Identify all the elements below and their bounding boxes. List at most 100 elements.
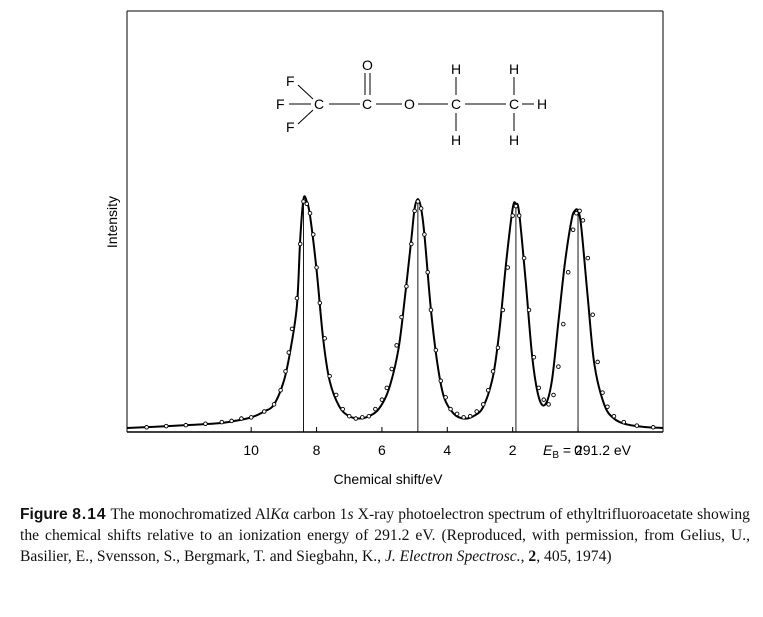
data-point [304,201,310,207]
plot-frame [126,10,664,432]
caption-k: K [270,506,281,523]
data-point [490,369,496,374]
figure-caption: Figure 8.14 The monochromatized AlKα car… [20,504,750,567]
caption-text-5: , 405, 1974) [536,548,612,565]
x-tick-label: 4 [443,442,451,458]
data-point [600,390,605,395]
data-point [294,295,300,301]
data-point [611,413,617,419]
atom-h-right: H [537,96,547,112]
data-point [203,421,208,427]
data-point [314,265,319,270]
molecule-bonds [289,73,534,131]
data-point [373,406,378,412]
data-point [510,213,515,218]
data-point [399,314,404,320]
spectrum-chart: Intensity Chemical shift/eV 10 8 6 4 2 0 EB =… [104,10,664,487]
caption-journal: J. Electron Spectrosc. [384,548,521,565]
atom-f-left: F [276,96,285,112]
bond-f-bottom [297,109,314,125]
bond-f-top [297,84,314,100]
data-point [605,404,610,410]
data-point [366,413,372,419]
data-point [353,416,359,421]
data-point [556,364,561,369]
data-point [565,269,571,275]
data-point [409,241,414,247]
data-point [438,378,444,384]
data-point [389,366,394,372]
data-point [415,199,421,204]
data-point [580,218,586,223]
data-point [301,199,306,204]
atom-c2: C [362,96,372,112]
data-point [448,406,453,412]
peak-marker-lines [303,201,579,432]
binding-energy-annotation: EB = 291.2 eV [543,442,632,461]
data-point [433,347,439,353]
data-point [536,385,542,391]
data-point [219,419,225,425]
data-point [248,415,254,420]
data-point [317,300,323,306]
data-point [360,415,365,420]
data-point [621,419,627,425]
data-point [531,354,537,360]
x-tick-label: 6 [378,442,386,458]
data-point [650,425,656,430]
data-point [183,422,189,428]
atom-c1: C [314,96,324,112]
x-tick-label: 8 [313,442,321,458]
data-point [422,232,427,237]
data-point [561,321,566,327]
x-tick-label: 0 [574,442,582,458]
data-point [590,312,595,317]
figure-number: 8.14 [72,506,107,523]
x-tick-label: 10 [243,442,259,458]
data-point [278,387,283,393]
atom-h-top-1: H [451,61,461,77]
spectrum-points [144,199,656,430]
figure-label: Figure 8.14 [20,506,107,523]
atom-o-ester: O [404,96,415,112]
y-axis-label: Intensity [104,196,120,248]
data-point [500,307,506,313]
atom-h-top-2: H [509,61,519,77]
data-point [307,210,313,216]
spectrum-curve [126,195,664,429]
data-point [333,392,339,398]
data-point [327,373,332,379]
x-tick-label: 2 [509,442,517,458]
data-point [495,345,501,351]
data-point [428,307,434,313]
data-point [289,326,295,332]
data-point [404,284,409,289]
data-point [239,416,244,421]
data-point [394,343,399,348]
data-point [286,350,292,355]
figure-word: Figure [20,506,68,523]
data-point [443,395,448,400]
molecule-structure: F F F C O C O H C H H C H H [276,57,547,148]
data-point [340,406,345,412]
data-point [412,208,417,214]
data-point [144,425,149,430]
data-point [418,206,424,211]
data-point [551,392,556,398]
atom-o-double: O [362,57,373,73]
data-point [595,359,600,365]
data-point [271,402,277,407]
data-point [262,409,267,414]
atom-h-bottom-1: H [451,132,461,148]
data-point [461,415,466,420]
data-point [467,413,473,419]
annotation-symbol: E [543,442,553,458]
data-point [585,255,591,261]
data-point [283,369,288,374]
caption-volume: 2 [528,548,537,565]
data-point [516,213,522,218]
data-point [379,397,385,402]
data-point [513,203,519,209]
caption-text-3: X-ray photoelectron spectrum of ethyltri… [20,506,750,565]
data-point [346,413,352,419]
